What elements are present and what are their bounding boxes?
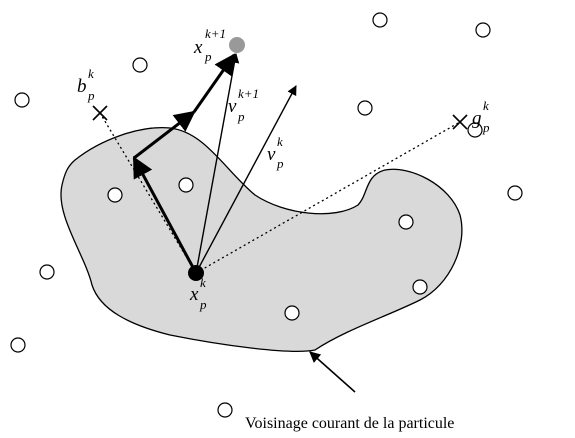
label-x-next: x k+1 p (193, 26, 226, 64)
label-sub: p (87, 88, 95, 103)
caption-arrow (309, 351, 356, 393)
label-x: x k p (189, 275, 207, 312)
label-sub: p (204, 49, 212, 64)
label-sub: p (482, 120, 490, 135)
current-position (188, 265, 204, 281)
label-b: b k p (77, 66, 95, 103)
label-sub: p (199, 297, 207, 312)
label-base: x (193, 37, 203, 58)
label-sup: k (483, 98, 489, 113)
caption: Voisinage courant de la particule (245, 415, 454, 432)
label-base: g (472, 108, 482, 129)
label-sub: p (237, 109, 245, 124)
label-base: x (189, 284, 199, 305)
label-base: b (77, 76, 87, 97)
next-position (229, 37, 245, 53)
label-base: v (267, 144, 276, 165)
label-sup: k+1 (205, 26, 226, 41)
label-v-next: v k+1 p (228, 86, 259, 124)
label-base: v (228, 96, 237, 117)
crosses (92, 105, 468, 130)
bold-arrows (132, 53, 236, 274)
label-sup: k (200, 275, 206, 290)
label-g: g k p (472, 98, 490, 135)
label-v: v k p (267, 134, 284, 171)
label-sup: k+1 (238, 86, 259, 101)
label-sup: k (277, 134, 283, 149)
neighborhood (60, 126, 463, 352)
label-sup: k (88, 66, 94, 81)
particles (10, 12, 523, 418)
velocity-arrows (195, 53, 297, 274)
label-sub: p (276, 156, 284, 171)
